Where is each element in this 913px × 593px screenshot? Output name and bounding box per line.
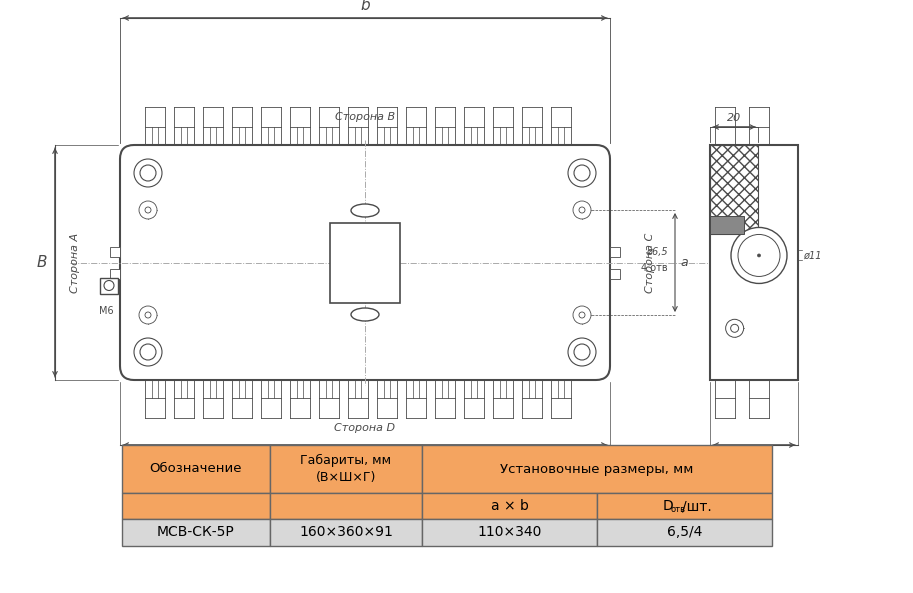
Bar xyxy=(597,493,772,519)
Bar xyxy=(270,493,422,519)
Circle shape xyxy=(574,165,590,181)
Bar xyxy=(422,493,597,519)
Circle shape xyxy=(104,280,114,291)
Circle shape xyxy=(140,344,156,360)
Text: МСВ-СК-5Р: МСВ-СК-5Р xyxy=(157,525,235,540)
Text: Обозначение: Обозначение xyxy=(150,463,242,476)
Circle shape xyxy=(579,312,585,318)
Text: 6,5/4: 6,5/4 xyxy=(666,525,702,540)
Circle shape xyxy=(145,207,151,213)
Circle shape xyxy=(145,312,151,318)
Bar xyxy=(110,269,120,279)
Text: В: В xyxy=(37,255,47,270)
Text: 20: 20 xyxy=(727,113,741,123)
Bar xyxy=(710,145,798,380)
Circle shape xyxy=(139,201,157,219)
Bar xyxy=(110,247,120,257)
Text: отв: отв xyxy=(670,505,686,514)
Circle shape xyxy=(726,319,744,337)
Text: Сторона В: Сторона В xyxy=(335,112,395,122)
Bar xyxy=(710,216,744,234)
Bar xyxy=(330,222,400,302)
Bar xyxy=(610,247,620,257)
Bar xyxy=(122,493,270,519)
Bar xyxy=(422,519,597,546)
Text: Габариты, мм
(В×Ш×Г): Габариты, мм (В×Ш×Г) xyxy=(300,454,392,484)
Text: Сторона D: Сторона D xyxy=(334,423,395,433)
Text: a: a xyxy=(680,256,687,269)
Text: ø11: ø11 xyxy=(803,250,822,260)
Text: D: D xyxy=(663,499,673,513)
Circle shape xyxy=(139,306,157,324)
Bar xyxy=(122,519,270,546)
Circle shape xyxy=(730,324,739,332)
Text: 110×340: 110×340 xyxy=(477,525,541,540)
Text: М6: М6 xyxy=(99,305,113,315)
Text: 4 отв: 4 отв xyxy=(641,263,668,273)
FancyBboxPatch shape xyxy=(120,145,610,380)
Text: Ш: Ш xyxy=(357,453,373,468)
Ellipse shape xyxy=(351,308,379,321)
Bar xyxy=(270,445,422,493)
Text: Установочные размеры, мм: Установочные размеры, мм xyxy=(500,463,694,476)
Text: Сторона С: Сторона С xyxy=(645,232,655,292)
Bar xyxy=(122,445,270,493)
Circle shape xyxy=(568,338,596,366)
Text: /шт.: /шт. xyxy=(683,499,712,513)
Text: Г: Г xyxy=(750,453,759,468)
Circle shape xyxy=(579,207,585,213)
Circle shape xyxy=(134,159,162,187)
Bar xyxy=(610,269,620,279)
Text: 160×360×91: 160×360×91 xyxy=(299,525,393,540)
Text: b: b xyxy=(361,0,370,13)
Circle shape xyxy=(134,338,162,366)
Circle shape xyxy=(568,159,596,187)
Text: ø6,5: ø6,5 xyxy=(646,247,668,257)
Text: a × b: a × b xyxy=(490,499,529,513)
Circle shape xyxy=(731,228,787,283)
Bar xyxy=(422,445,772,493)
Bar xyxy=(710,145,759,234)
Circle shape xyxy=(140,165,156,181)
Bar xyxy=(100,278,118,294)
Circle shape xyxy=(573,201,591,219)
Bar xyxy=(597,519,772,546)
Circle shape xyxy=(758,254,761,257)
Text: Сторона А: Сторона А xyxy=(70,232,80,292)
Circle shape xyxy=(738,234,780,276)
Circle shape xyxy=(574,344,590,360)
Ellipse shape xyxy=(351,204,379,217)
Bar xyxy=(270,519,422,546)
Circle shape xyxy=(573,306,591,324)
